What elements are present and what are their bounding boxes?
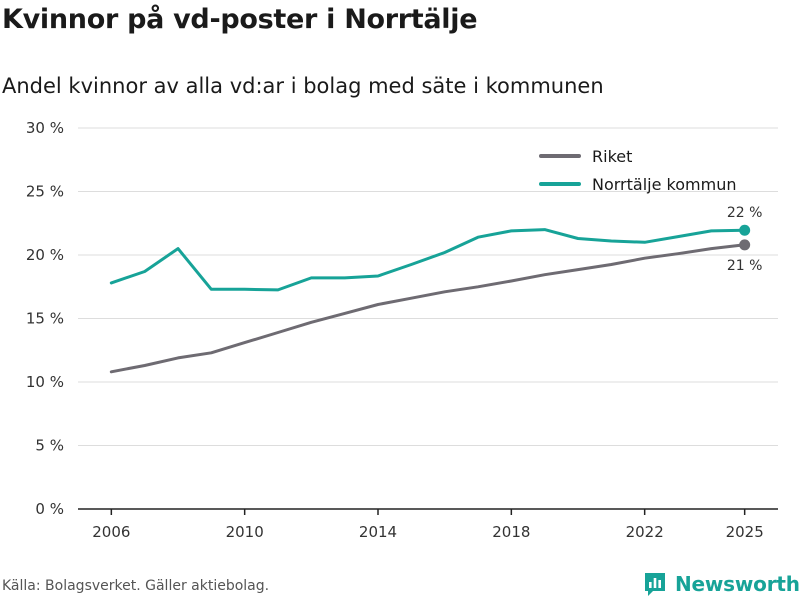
y-tick-label: 10 % xyxy=(26,373,64,391)
legend-label: Riket xyxy=(592,147,632,166)
end-value-label-norrtalje: 22 % xyxy=(727,205,763,221)
source-note: Källa: Bolagsverket. Gäller aktiebolag. xyxy=(2,578,270,594)
series-line-norrtalje xyxy=(109,228,747,292)
y-tick-label: 20 % xyxy=(26,246,64,264)
brand-name: Newsworthy xyxy=(675,572,800,596)
brand-logo[interactable]: Newsworthy xyxy=(643,568,800,600)
y-tick-label: 0 % xyxy=(35,500,64,518)
series-line-riket xyxy=(109,243,747,374)
x-tick-label: 2006 xyxy=(92,523,130,541)
y-tick-label: 30 % xyxy=(26,119,64,137)
x-tick-label: 2025 xyxy=(726,523,764,541)
x-tick-label: 2022 xyxy=(626,523,664,541)
x-tick-label: 2010 xyxy=(226,523,264,541)
newsworthy-logo-icon xyxy=(645,573,665,596)
chart-title: Kvinnor på vd-poster i Norrtälje xyxy=(2,4,478,35)
end-point-norrtalje xyxy=(739,224,751,236)
end-value-label-riket: 21 % xyxy=(727,258,763,274)
end-point-riket xyxy=(739,239,751,251)
y-tick-label: 15 % xyxy=(26,310,64,328)
y-tick-label: 5 % xyxy=(35,437,64,455)
x-tick-label: 2018 xyxy=(492,523,530,541)
x-tick-label: 2014 xyxy=(359,523,397,541)
legend-label: Norrtälje kommun xyxy=(592,175,736,194)
chart-subtitle: Andel kvinnor av alla vd:ar i bolag med … xyxy=(2,74,604,98)
y-tick-label: 25 % xyxy=(26,183,64,201)
